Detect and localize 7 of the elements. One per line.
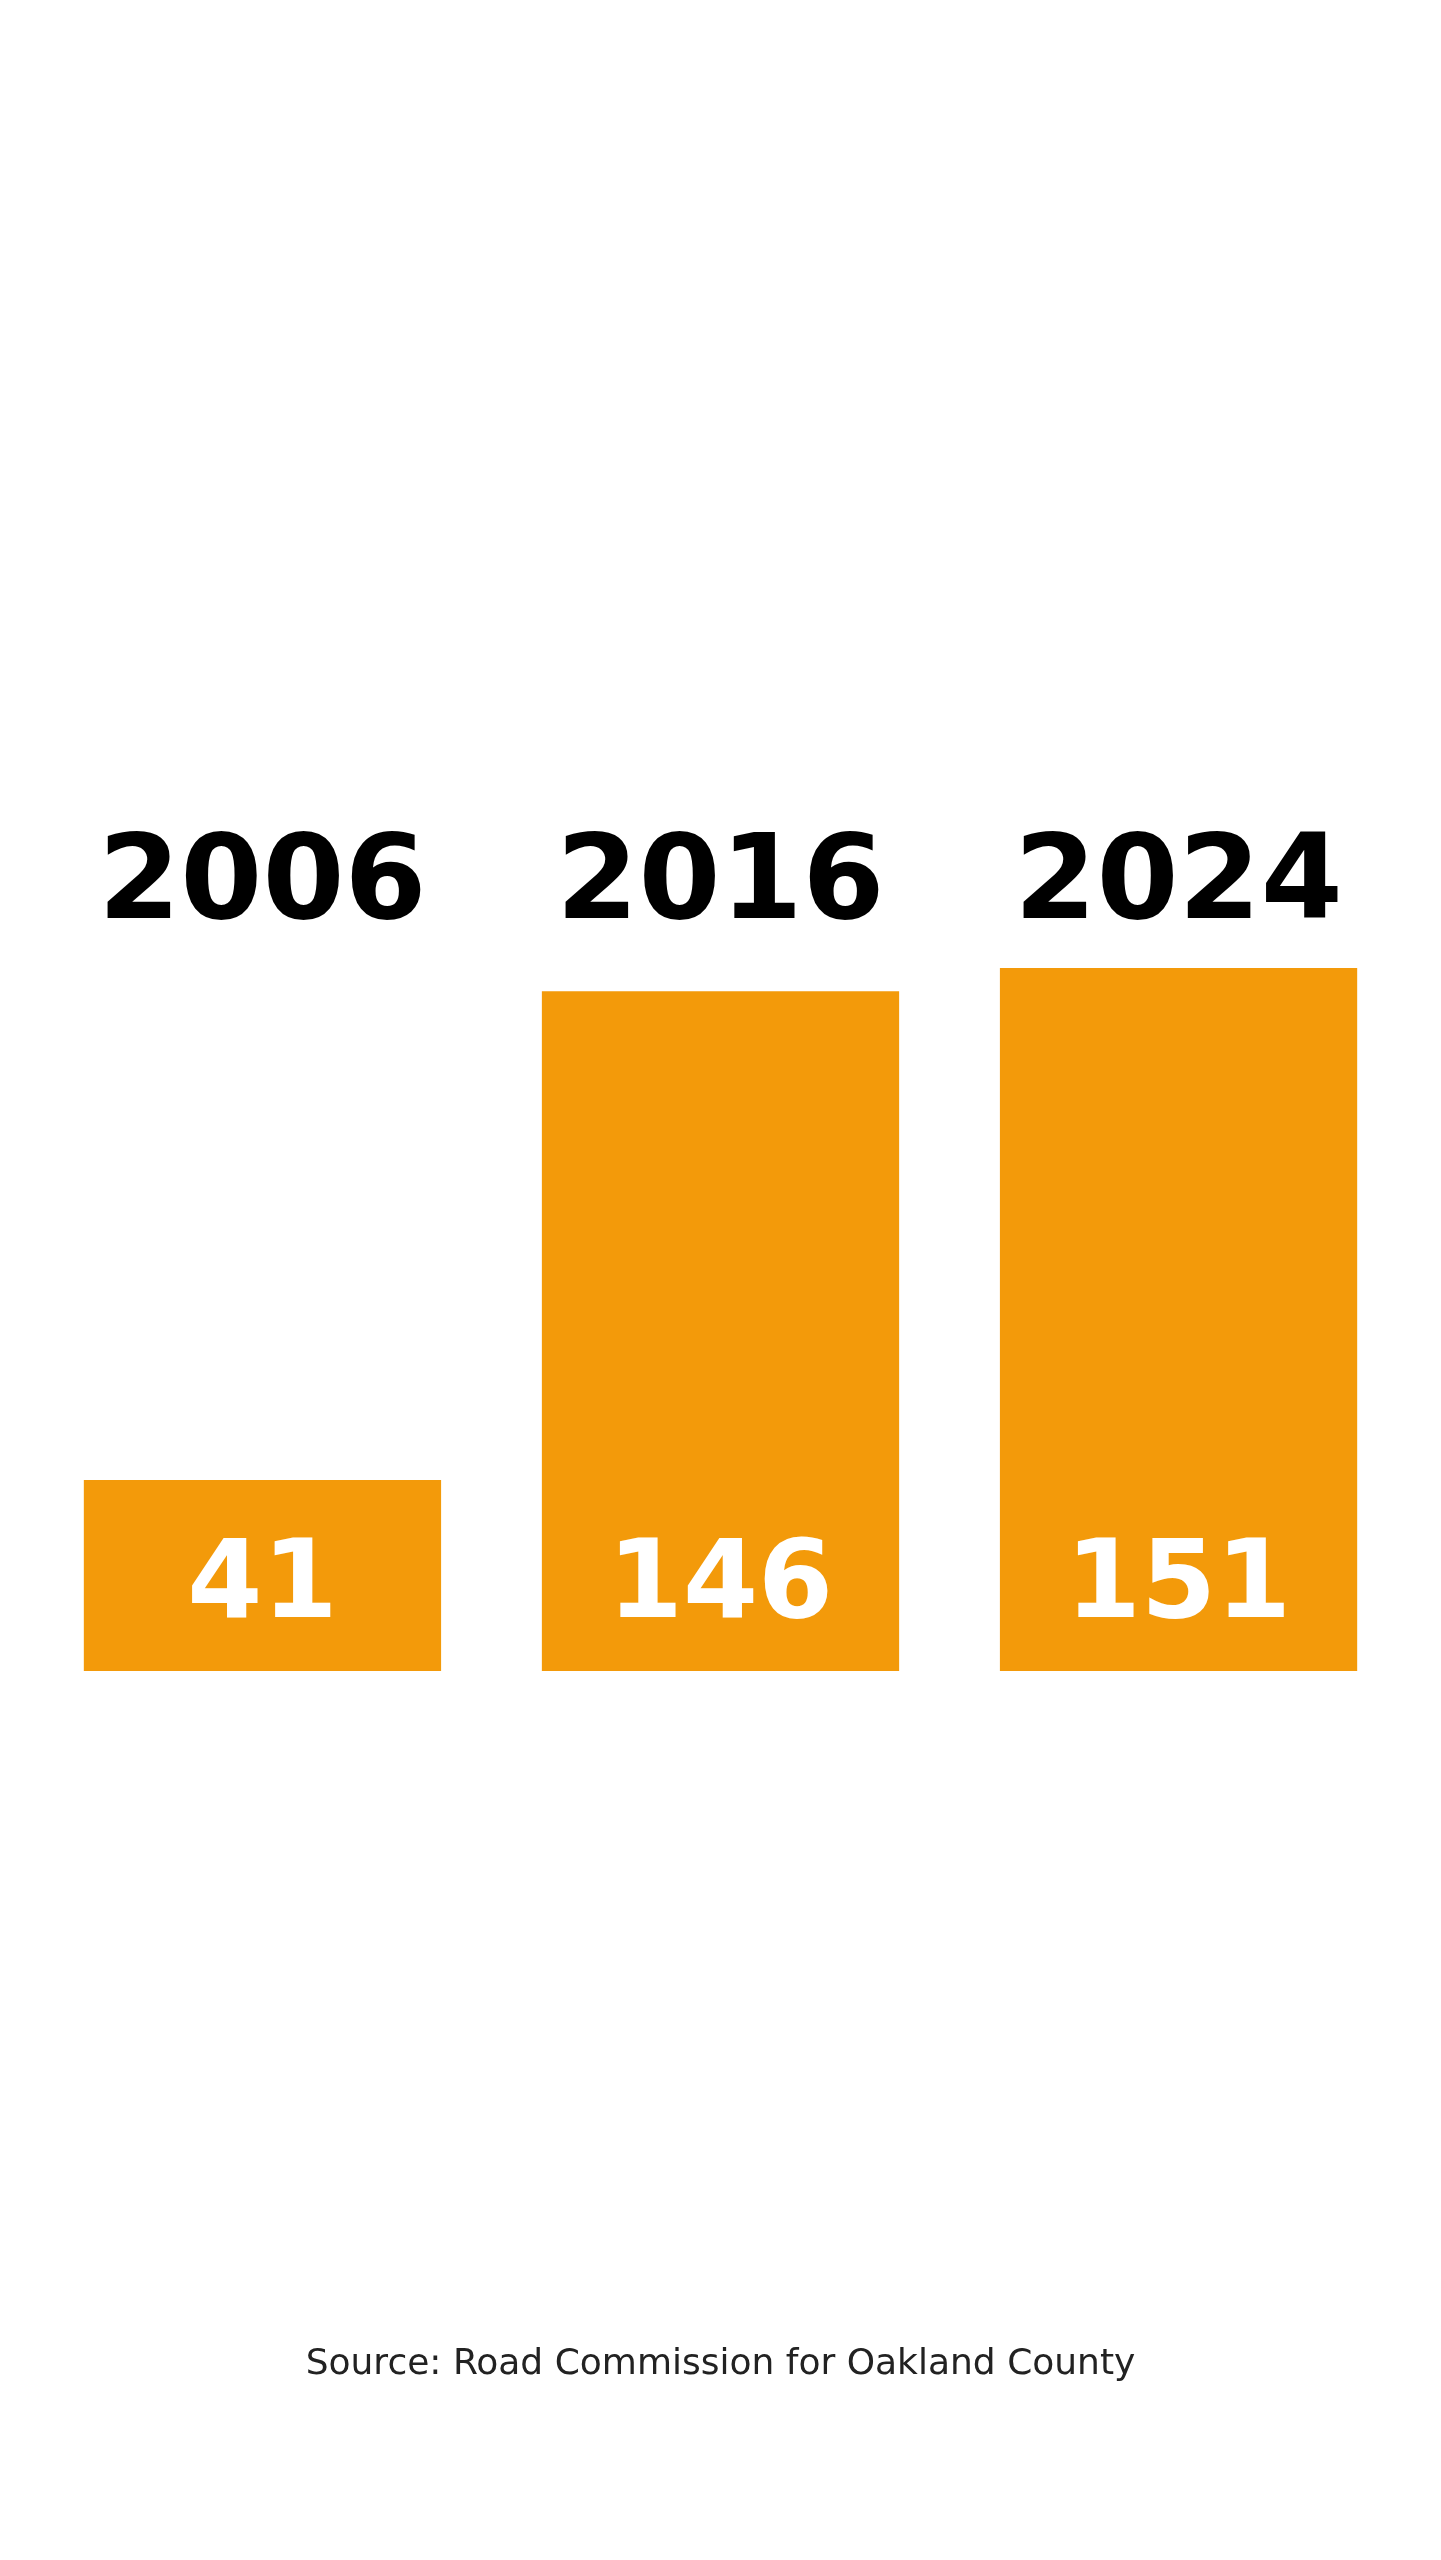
data-label: 41 [187, 1517, 338, 1642]
data-label: 151 [1065, 1517, 1292, 1642]
source-note: Source: Road Commission for Oakland County [305, 2341, 1136, 2382]
x-tick-label: 2024 [1014, 807, 1343, 946]
x-tick-label: 2016 [556, 807, 885, 946]
x-tick-label: 2006 [98, 807, 427, 946]
data-label: 146 [607, 1517, 834, 1642]
